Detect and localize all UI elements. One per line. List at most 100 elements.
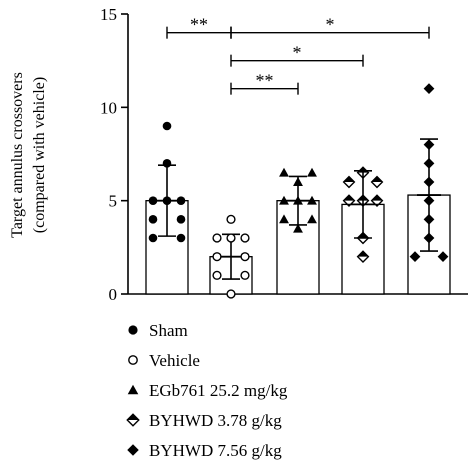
data-point-4-8: [437, 251, 449, 263]
data-point-1-2-shape: [226, 233, 236, 243]
data-point-2-7-shape: [307, 214, 317, 224]
data-point-1-0: [226, 214, 236, 224]
y-tick-label-5: 5: [109, 192, 118, 211]
data-point-1-4: [212, 252, 222, 262]
data-point-2-3: [279, 195, 289, 205]
legend-marker-2-shape: [127, 384, 139, 395]
data-point-0-4-shape: [176, 196, 186, 205]
data-point-0-3-shape: [162, 196, 172, 205]
data-point-1-2: [226, 233, 236, 243]
data-point-3-0-outline: [356, 166, 370, 180]
data-point-3-5-outline: [370, 194, 384, 208]
data-point-1-6: [212, 270, 222, 280]
data-point-2-1: [307, 167, 317, 177]
data-point-4-1: [423, 139, 435, 151]
legend-marker-1-shape: [128, 355, 138, 365]
data-point-3-5: [370, 194, 384, 208]
data-point-0-0-shape: [162, 121, 172, 131]
data-point-0-5: [148, 215, 158, 224]
data-point-1-7: [240, 270, 250, 280]
sig-label-1: *: [326, 15, 335, 35]
sig-label-2: *: [293, 43, 302, 63]
legend-label-4: BYHWD 7.56 g/kg: [149, 441, 282, 460]
legend-marker-3: [126, 413, 140, 427]
legend-marker-1: [128, 355, 138, 365]
data-point-1-0-shape: [226, 214, 236, 224]
data-point-1-4-shape: [212, 252, 222, 262]
data-point-3-3: [342, 194, 356, 208]
data-point-2-6-shape: [279, 214, 289, 224]
data-point-0-1: [162, 159, 172, 168]
data-point-3-1-outline: [342, 175, 356, 189]
data-point-3-0: [356, 166, 370, 180]
data-point-4-4-shape: [423, 195, 435, 207]
data-point-1-5-shape: [240, 252, 250, 262]
data-point-1-5: [240, 252, 250, 262]
data-point-2-8-shape: [293, 223, 303, 233]
data-point-4-0-shape: [423, 83, 435, 95]
legend-marker-2: [127, 384, 139, 395]
data-point-0-0: [162, 121, 172, 131]
data-point-1-3: [240, 233, 250, 243]
data-point-0-7: [148, 233, 158, 243]
legend-marker-4-shape: [127, 444, 139, 456]
data-point-2-4: [293, 195, 303, 205]
data-point-3-7: [356, 250, 370, 264]
data-point-4-3-shape: [423, 176, 435, 188]
legend-entry-2: EGb761 25.2 mg/kg: [127, 381, 288, 400]
data-point-2-6: [279, 214, 289, 224]
data-point-4-1-shape: [423, 139, 435, 151]
legend-entry-0: Sham: [128, 321, 188, 340]
data-point-2-5: [307, 195, 317, 205]
data-point-4-0: [423, 83, 435, 95]
data-point-2-5-shape: [307, 195, 317, 205]
legend-entry-4: BYHWD 7.56 g/kg: [127, 441, 282, 460]
data-point-3-7-top-half: [357, 251, 369, 257]
data-point-1-3-shape: [240, 233, 250, 243]
y-axis-label: Target annulus crossovers (compared with…: [9, 72, 48, 238]
legend-marker-4: [127, 444, 139, 456]
data-point-2-0-shape: [279, 167, 289, 177]
data-point-1-7-shape: [240, 270, 250, 280]
data-point-4-2-shape: [423, 157, 435, 169]
data-point-4-5-shape: [423, 213, 435, 225]
data-point-4-8-shape: [437, 251, 449, 263]
data-point-2-2: [293, 177, 303, 186]
data-point-2-2-shape: [293, 177, 303, 186]
data-point-0-5-shape: [148, 215, 158, 224]
data-point-2-8: [293, 223, 303, 233]
data-point-3-3-outline: [342, 194, 356, 208]
legend-marker-3-top-half: [127, 414, 139, 420]
legend-marker-3-outline: [126, 413, 140, 427]
data-point-0-1-shape: [162, 159, 172, 168]
data-point-2-1-shape: [307, 167, 317, 177]
data-point-0-6-shape: [176, 215, 186, 224]
data-point-3-1: [342, 175, 356, 189]
sig-label-0: **: [190, 15, 208, 35]
data-point-3-4-outline: [356, 194, 370, 208]
data-point-4-3: [423, 176, 435, 188]
data-point-3-4-top-half: [357, 195, 369, 201]
data-point-1-1: [212, 233, 222, 243]
legend-label-2: EGb761 25.2 mg/kg: [149, 381, 288, 400]
data-point-0-3: [162, 196, 172, 205]
data-point-4-7-shape: [409, 251, 421, 263]
data-point-0-8-shape: [176, 233, 186, 243]
data-point-4-6: [423, 232, 435, 244]
data-point-3-3-top-half: [343, 195, 355, 201]
data-point-4-4: [423, 195, 435, 207]
data-point-2-0: [279, 167, 289, 177]
data-point-3-2-top-half: [371, 176, 383, 182]
data-point-4-2: [423, 157, 435, 169]
data-point-0-2: [148, 196, 158, 205]
data-point-1-8: [226, 289, 236, 299]
y-axis-label-line-1: Target annulus crossovers: [9, 72, 26, 238]
data-point-3-6: [356, 231, 370, 245]
data-point-3-7-outline: [356, 250, 370, 264]
legend-label-0: Sham: [149, 321, 188, 340]
data-point-4-5: [423, 213, 435, 225]
data-point-3-4: [356, 194, 370, 208]
sig-label-3: **: [256, 71, 274, 91]
